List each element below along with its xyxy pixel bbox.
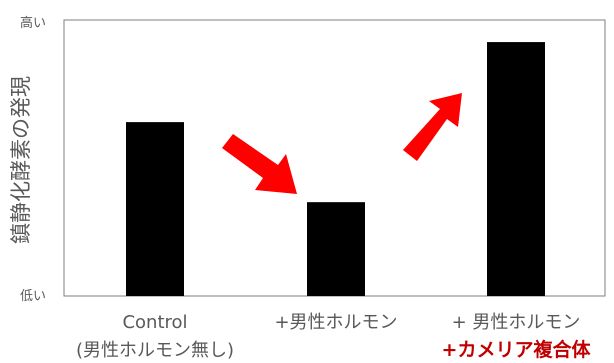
x-tick-label-2: +男性ホルモン	[274, 312, 397, 333]
y-high-label: 高い	[20, 15, 46, 31]
x-tick-sublabel-1: (男性ホルモン無し)	[76, 340, 234, 361]
arrow-up-icon	[403, 93, 462, 161]
bar-series	[126, 42, 545, 297]
x-axis-labels: Control (男性ホルモン無し) +男性ホルモン + 男性ホルモン +カメリア複合体	[76, 312, 591, 361]
bar-3	[487, 42, 545, 296]
x-tick-sublabel-3: +カメリア複合体	[442, 338, 592, 361]
y-axis-title: 鎮静化酵素の発現	[9, 76, 33, 244]
x-tick-label-1: Control	[122, 312, 187, 333]
x-tick-label-3: + 男性ホルモン	[452, 312, 581, 333]
arrow-down-icon	[222, 134, 297, 194]
y-low-label: 低い	[20, 289, 46, 304]
bar-2	[307, 202, 365, 296]
bar-1	[126, 122, 184, 297]
